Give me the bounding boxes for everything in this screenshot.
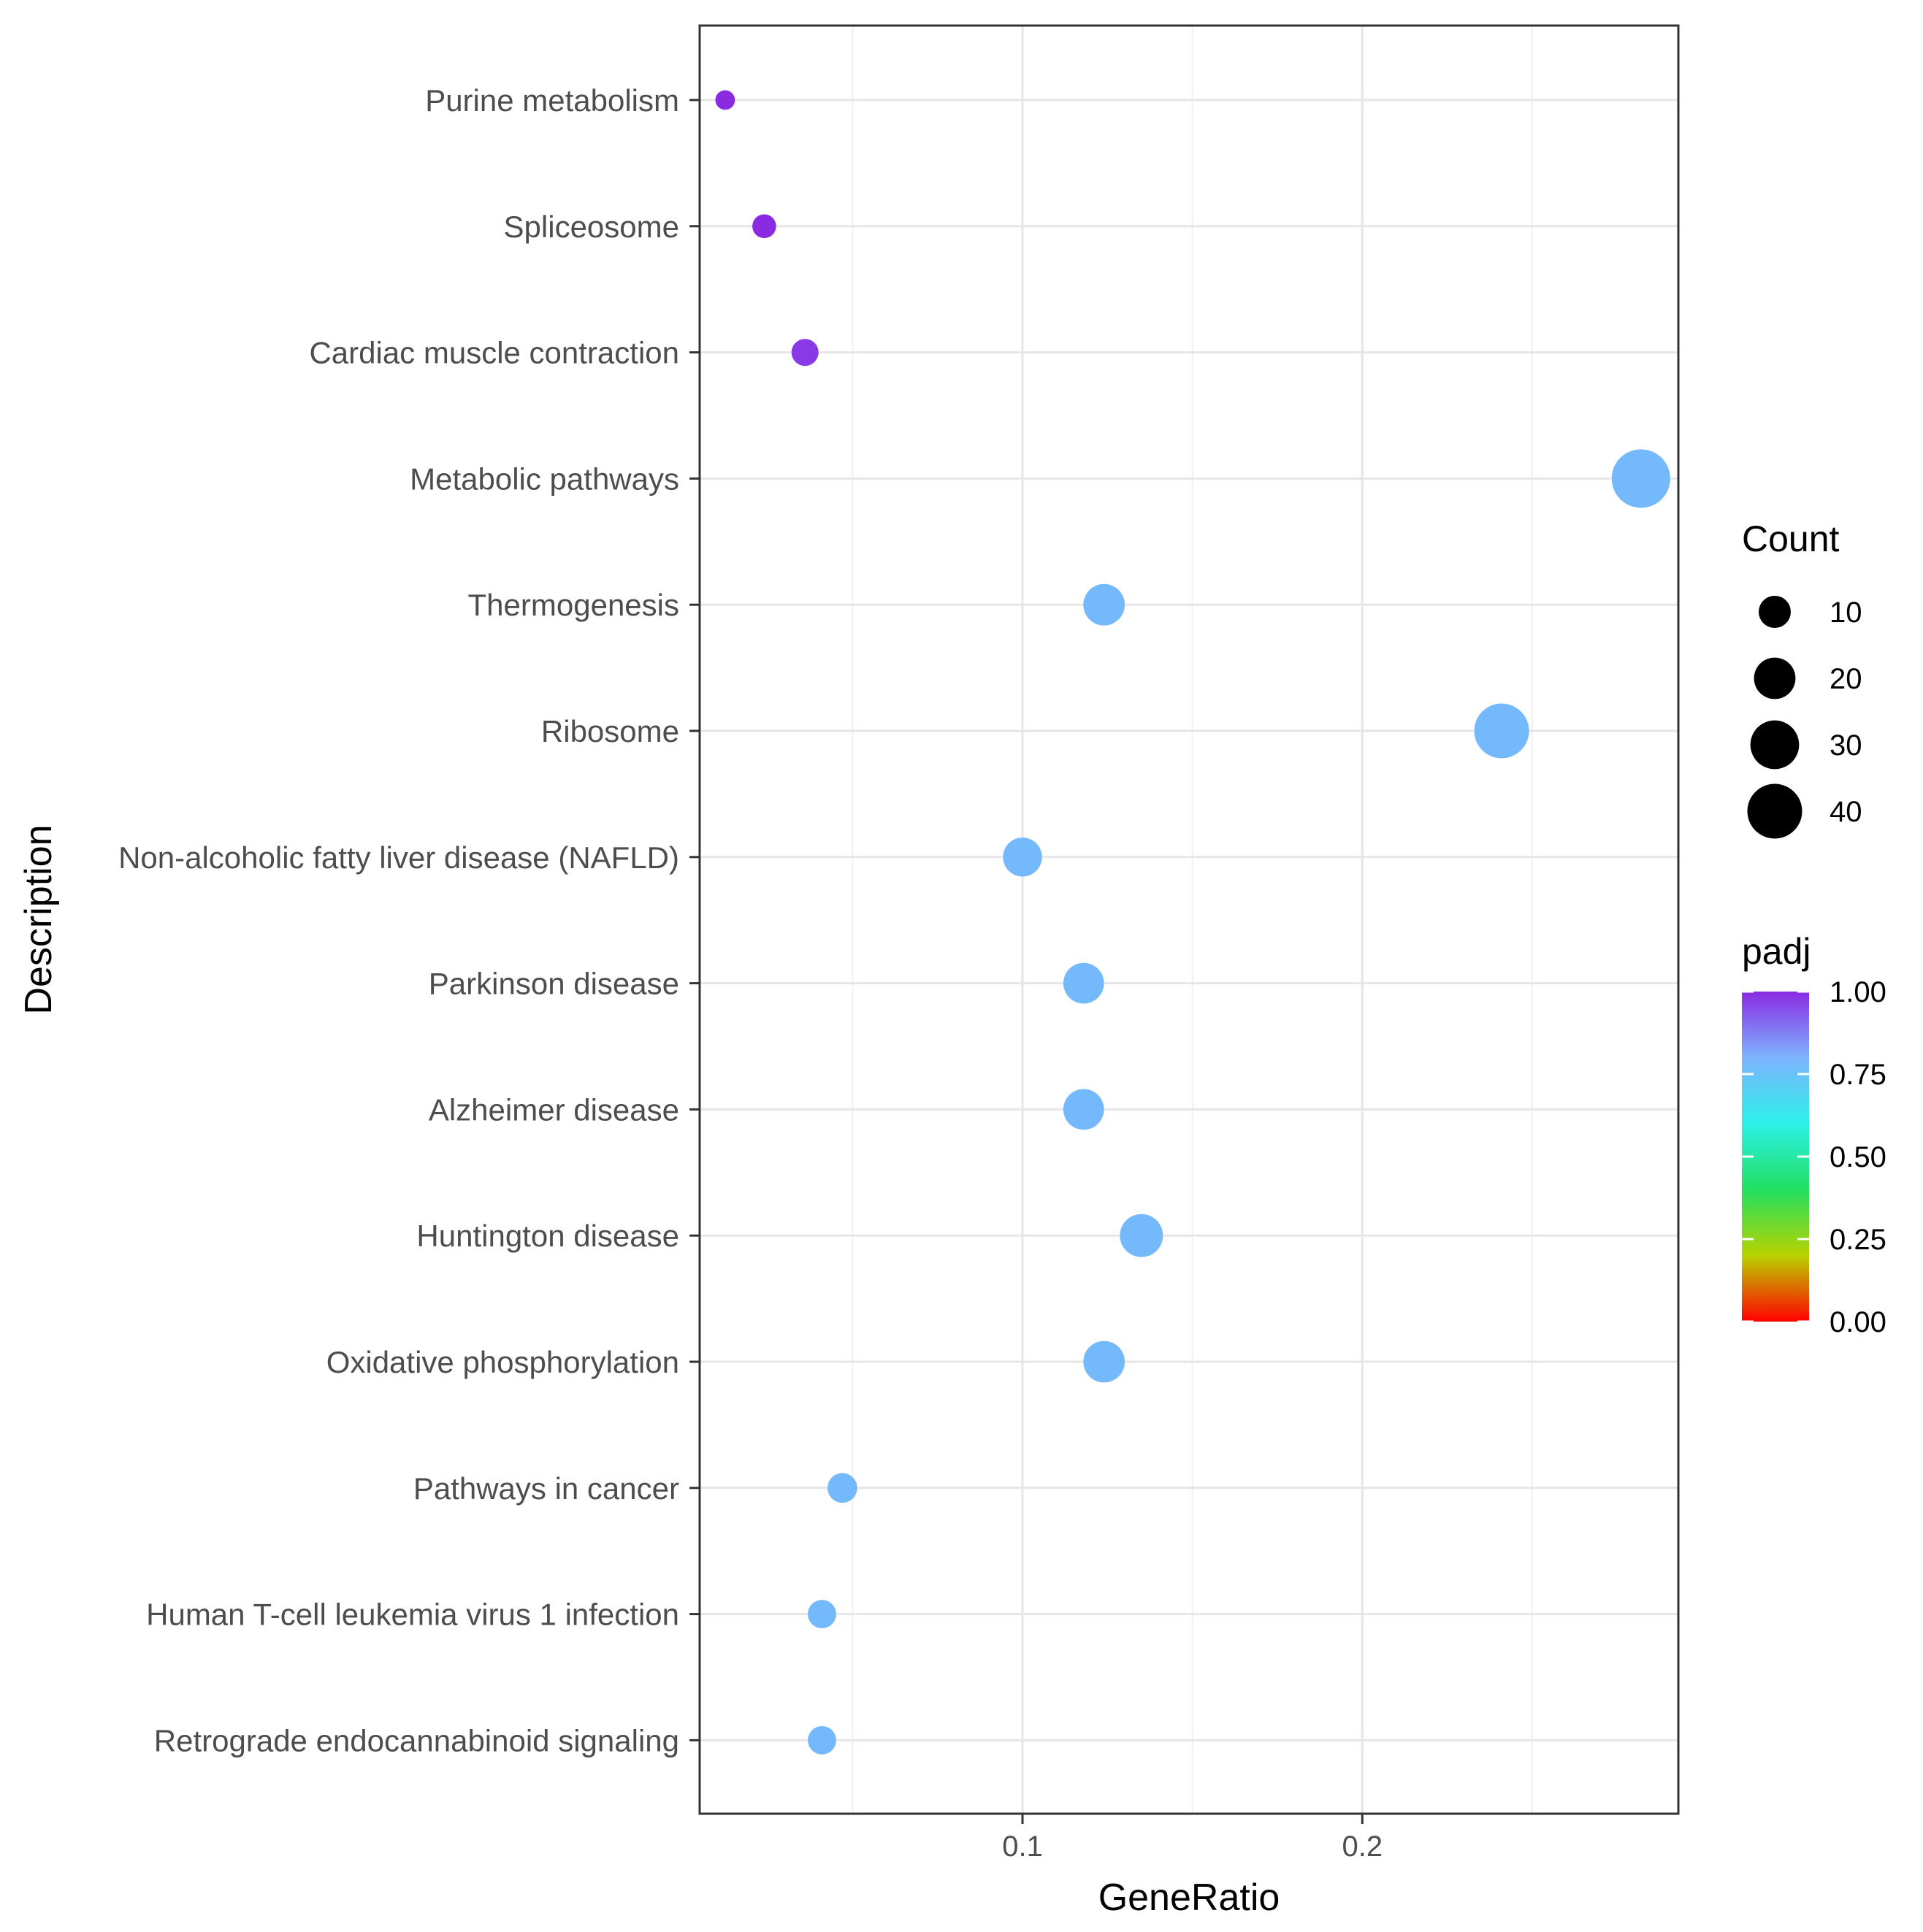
data-point (1063, 962, 1104, 1004)
count-legend-key (1759, 596, 1791, 628)
padj-legend-label: 0.00 (1830, 1306, 1886, 1338)
y-tick-label: Pathways in cancer (413, 1471, 679, 1506)
y-tick-label: Thermogenesis (468, 588, 679, 622)
padj-legend-label: 1.00 (1830, 976, 1886, 1008)
count-legend-label: 30 (1830, 729, 1862, 762)
y-tick-label: Human T-cell leukemia virus 1 infection (146, 1598, 679, 1632)
data-point (1083, 1341, 1125, 1383)
y-tick-label: Purine metabolism (425, 83, 679, 118)
data-point (752, 214, 776, 239)
count-legend-label: 40 (1830, 796, 1862, 828)
data-point (808, 1600, 836, 1629)
data-point (1474, 703, 1529, 759)
y-tick-label: Alzheimer disease (429, 1092, 679, 1127)
x-tick-label: 0.1 (1002, 1831, 1043, 1863)
data-point (1003, 837, 1042, 877)
data-point (808, 1725, 836, 1755)
padj-legend: padj 1.00 0.75 0.50 0.25 0.00 (1742, 931, 1886, 1338)
axes: Purine metabolism Spliceosome Cardiac musc… (118, 83, 1383, 1863)
y-tick-label: Metabolic pathways (410, 461, 679, 496)
padj-legend-label: 0.75 (1830, 1059, 1886, 1091)
data-point (791, 339, 819, 367)
count-legend-key (1747, 783, 1802, 839)
data-points (715, 90, 1670, 1755)
y-tick-label: Parkinson disease (429, 967, 679, 1001)
count-legend-label: 10 (1830, 597, 1862, 629)
y-tick-label: Cardiac muscle contraction (309, 336, 679, 370)
data-point (1063, 1089, 1104, 1130)
padj-legend-label: 0.25 (1830, 1224, 1886, 1256)
plot-panel-border (698, 24, 1680, 1815)
data-point (715, 90, 735, 110)
padj-legend-title: padj (1742, 931, 1811, 972)
data-point (827, 1473, 857, 1503)
y-tick-label: Huntington disease (416, 1219, 679, 1253)
padj-legend-label: 0.50 (1830, 1141, 1886, 1173)
count-legend: Count 10 20 30 40 (1742, 518, 1862, 839)
y-tick-label: Spliceosome (504, 210, 679, 244)
count-legend-key (1754, 657, 1796, 699)
count-legend-title: Count (1742, 518, 1840, 559)
grid-lines (700, 26, 1678, 1814)
x-axis-title: GeneRatio (1098, 1877, 1280, 1919)
data-point (1083, 583, 1125, 626)
data-point (1611, 449, 1670, 508)
y-tick-label: Ribosome (541, 714, 679, 748)
count-legend-label: 20 (1830, 663, 1862, 695)
x-tick-label: 0.2 (1342, 1831, 1383, 1863)
data-point (1120, 1214, 1163, 1257)
y-tick-label: Non-alcoholic fatty liver disease (NAFLD… (118, 840, 679, 875)
y-axis-title: Description (18, 824, 60, 1014)
y-tick-label: Retrograde endocannabinoid signaling (154, 1723, 679, 1757)
count-legend-key (1750, 720, 1800, 770)
y-tick-label: Oxidative phosphorylation (326, 1345, 679, 1379)
